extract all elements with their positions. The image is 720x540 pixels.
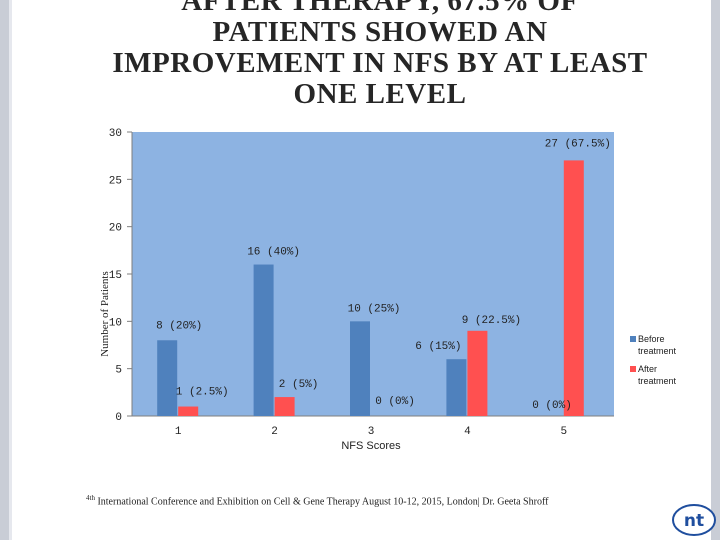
bar-after-3 bbox=[467, 330, 488, 416]
legend-label-before: Before treatment bbox=[638, 334, 677, 356]
data-label-before-1: 16 (40%) bbox=[247, 247, 300, 259]
data-label-extra-0: 0 (0%) bbox=[532, 400, 572, 412]
data-label-after-3: 9 (22.5%) bbox=[462, 315, 521, 327]
data-label-before-3: 6 (15%) bbox=[415, 341, 461, 353]
data-label-before-0: 8 (20%) bbox=[156, 320, 202, 332]
data-label-after-0: 1 (2.5%) bbox=[176, 387, 229, 399]
x-tick-label-1: 2 bbox=[271, 426, 278, 438]
bar-after-1 bbox=[274, 397, 295, 416]
logo-icon: nt bbox=[672, 504, 716, 536]
y-tick-label-2: 10 bbox=[109, 317, 122, 329]
y-tick-label-3: 15 bbox=[109, 270, 122, 282]
bar-before-1 bbox=[253, 264, 274, 416]
footer-superscript: 4th bbox=[86, 494, 95, 502]
title-line-1: AFTER THERAPY, 67.5% OF bbox=[181, 0, 579, 17]
bar-before-3 bbox=[446, 359, 467, 416]
data-label-before-2: 10 (25%) bbox=[348, 303, 401, 315]
x-axis-title: NFS Scores bbox=[341, 440, 401, 452]
footer-text: International Conference and Exhibition … bbox=[94, 496, 549, 508]
x-tick-label-3: 4 bbox=[464, 426, 471, 438]
title-line-3: IMPROVEMENT IN NFS BY AT LEAST bbox=[112, 47, 648, 79]
slide-title: AFTER THERAPY, 67.5% OF PATIENTS SHOWED … bbox=[40, 0, 720, 110]
plot-area bbox=[132, 132, 614, 416]
right-decor-bar bbox=[711, 0, 720, 540]
left-decor-stripe bbox=[9, 0, 12, 540]
y-tick-label-0: 0 bbox=[115, 412, 122, 424]
bar-before-0 bbox=[157, 340, 178, 416]
data-label-after-1: 2 (5%) bbox=[279, 379, 319, 391]
logo-text: nt bbox=[684, 511, 704, 531]
title-line-4: ONE LEVEL bbox=[293, 78, 467, 110]
legend-swatch-before bbox=[630, 336, 636, 342]
y-axis-title: Number of Patients bbox=[99, 271, 111, 357]
y-tick-label-1: 5 bbox=[115, 365, 122, 377]
footer: 4th International Conference and Exhibit… bbox=[86, 494, 548, 507]
y-tick-label-4: 20 bbox=[109, 223, 122, 235]
x-tick-label-2: 3 bbox=[368, 426, 375, 438]
y-tick-label-5: 25 bbox=[109, 175, 122, 187]
title-line-2: PATIENTS SHOWED AN bbox=[212, 16, 548, 48]
legend-swatch-after bbox=[630, 366, 636, 372]
bar-after-0 bbox=[178, 406, 199, 416]
bar-after-4 bbox=[563, 160, 584, 416]
y-tick-label-6: 30 bbox=[109, 128, 122, 140]
legend-label-after: After treatment bbox=[638, 364, 677, 386]
left-decor-bar bbox=[0, 0, 9, 540]
bar-before-2 bbox=[350, 321, 370, 416]
data-label-after-2: 0 (0%) bbox=[375, 396, 415, 408]
data-label-after-4: 27 (67.5%) bbox=[545, 138, 611, 150]
x-tick-label-4: 5 bbox=[560, 426, 567, 438]
x-tick-label-0: 1 bbox=[175, 426, 182, 438]
